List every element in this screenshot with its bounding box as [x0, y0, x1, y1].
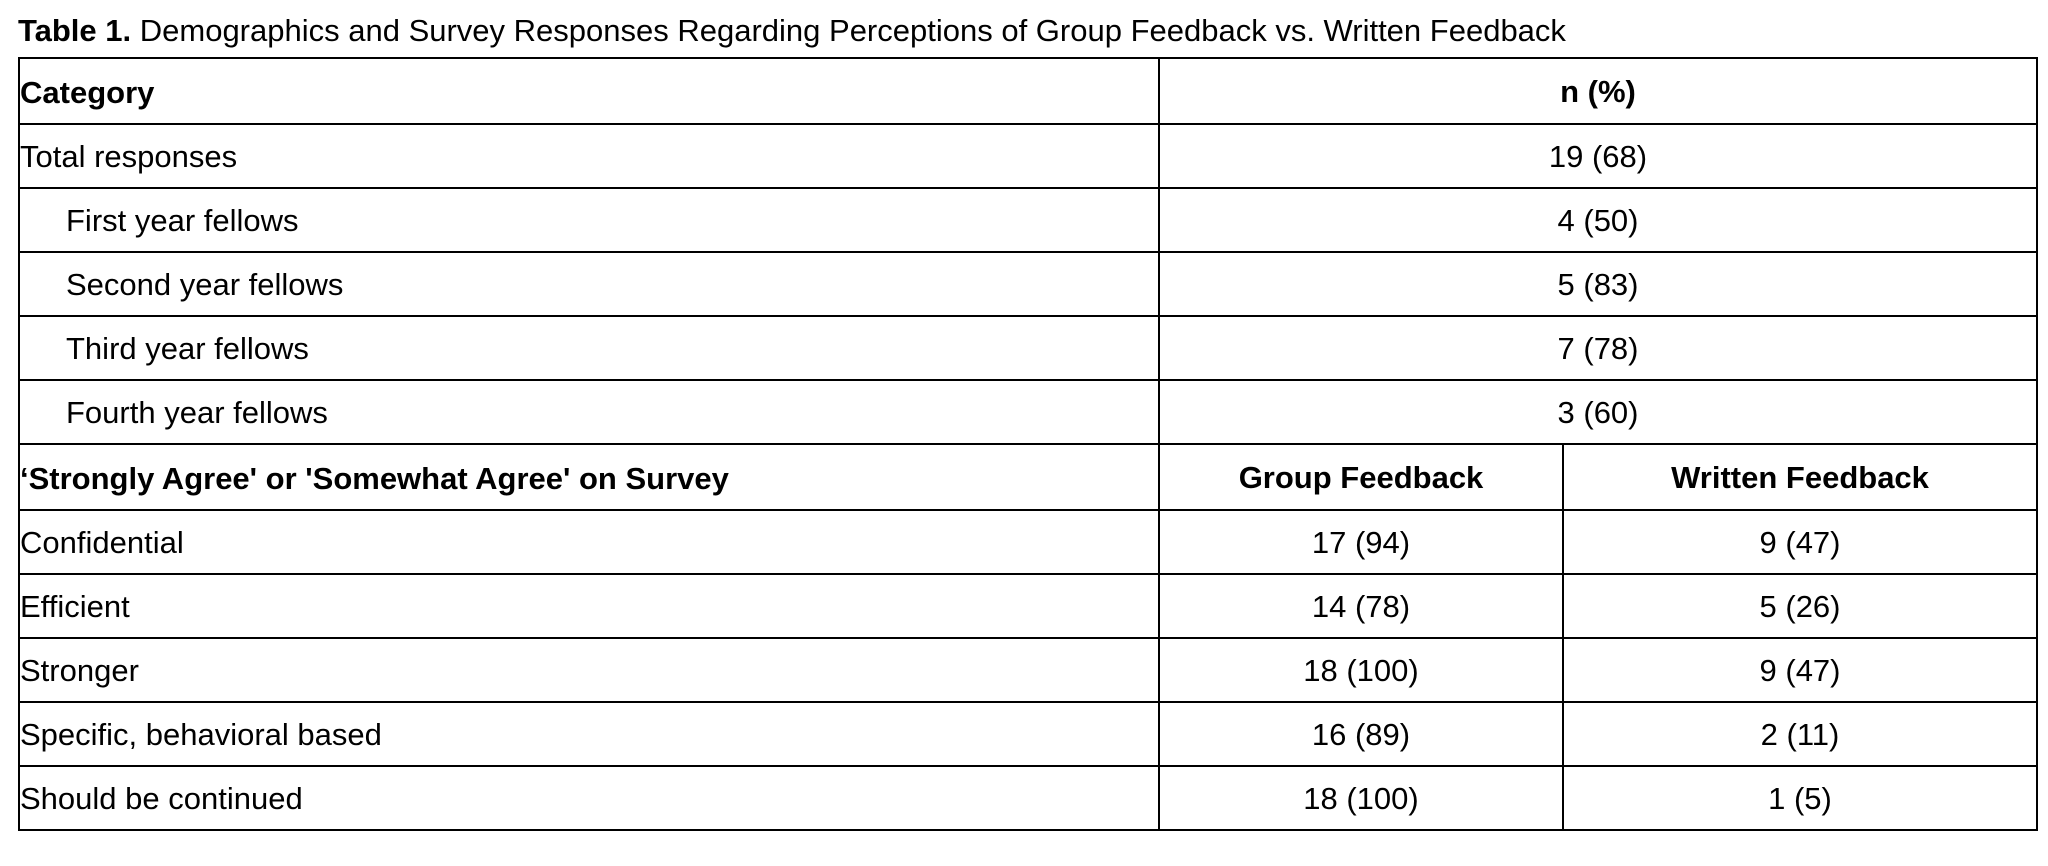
written-value: 5 (26) — [1561, 573, 2039, 639]
row-label: Second year fellows — [18, 251, 1160, 317]
table-row: Third year fellows 7 (78) — [18, 315, 2039, 381]
table-header-row: Category n (%) — [18, 57, 2039, 125]
survey-header-row: ‘Strongly Agree' or 'Somewhat Agree' on … — [18, 443, 2039, 511]
row-label: Stronger — [18, 637, 1160, 703]
row-label: Specific, behavioral based — [18, 701, 1160, 767]
row-label: Total responses — [18, 123, 1160, 189]
row-label: Fourth year fellows — [18, 379, 1160, 445]
row-value: 7 (78) — [1157, 315, 2039, 381]
table-caption-text: Demographics and Survey Responses Regard… — [131, 13, 1566, 48]
row-value: 4 (50) — [1157, 187, 2039, 253]
demographics-survey-table: Category n (%) Total responses 19 (68) F… — [18, 57, 2039, 831]
written-value: 9 (47) — [1561, 509, 2039, 575]
table-row: Should be continued 18 (100) 1 (5) — [18, 765, 2039, 831]
row-label: Confidential — [18, 509, 1160, 575]
header-group-feedback: Group Feedback — [1158, 443, 1564, 511]
row-value: 5 (83) — [1157, 251, 2039, 317]
header-category: Category — [18, 57, 1160, 125]
table-row: Specific, behavioral based 16 (89) 2 (11… — [18, 701, 2039, 767]
header-n-percent: n (%) — [1157, 57, 2039, 125]
table-caption-lead: Table 1. — [18, 13, 132, 48]
header-survey-label: ‘Strongly Agree' or 'Somewhat Agree' on … — [18, 443, 1160, 511]
table-row: Confidential 17 (94) 9 (47) — [18, 509, 2039, 575]
row-label: Efficient — [18, 573, 1160, 639]
group-value: 18 (100) — [1158, 637, 1564, 703]
written-value: 1 (5) — [1561, 765, 2039, 831]
table-row: Efficient 14 (78) 5 (26) — [18, 573, 2039, 639]
table-caption: Table 1. Demographics and Survey Respons… — [18, 12, 1566, 50]
written-value: 9 (47) — [1561, 637, 2039, 703]
group-value: 17 (94) — [1158, 509, 1564, 575]
group-value: 16 (89) — [1158, 701, 1564, 767]
row-label: Third year fellows — [18, 315, 1160, 381]
written-value: 2 (11) — [1561, 701, 2039, 767]
table-row: Second year fellows 5 (83) — [18, 251, 2039, 317]
table-row: First year fellows 4 (50) — [18, 187, 2039, 253]
header-written-feedback: Written Feedback — [1561, 443, 2039, 511]
row-label: Should be continued — [18, 765, 1160, 831]
group-value: 14 (78) — [1158, 573, 1564, 639]
row-value: 3 (60) — [1157, 379, 2039, 445]
table-row: Stronger 18 (100) 9 (47) — [18, 637, 2039, 703]
row-value: 19 (68) — [1157, 123, 2039, 189]
row-label: First year fellows — [18, 187, 1160, 253]
table-row: Total responses 19 (68) — [18, 123, 2039, 189]
group-value: 18 (100) — [1158, 765, 1564, 831]
table-row: Fourth year fellows 3 (60) — [18, 379, 2039, 445]
